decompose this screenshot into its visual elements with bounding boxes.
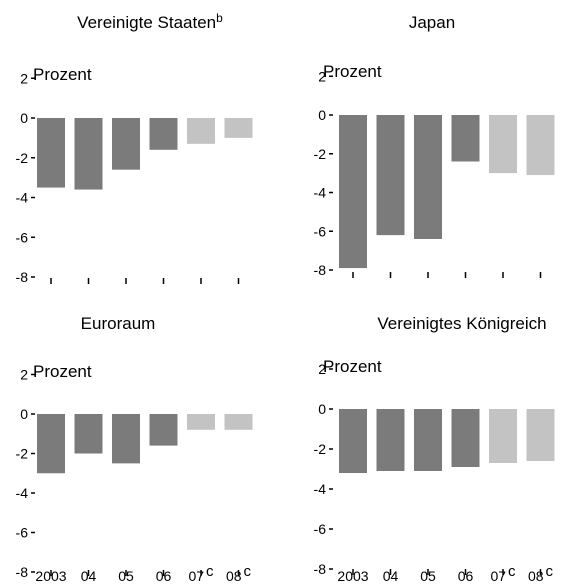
y-tick-label: -4 [16,485,29,501]
chart-title: Japan [409,13,455,32]
bar [339,409,367,473]
chart-title: Vereinigte Staatenb [77,11,223,32]
x-tick-label-text: 05 [420,568,436,583]
y-tick-label: -8 [16,269,29,285]
bar [376,115,405,236]
y-tick-label: -4 [314,185,327,201]
x-tick-label: 04 [81,568,97,583]
bar [489,409,517,463]
bar [451,409,480,467]
y-tick-label: -6 [314,223,327,239]
x-tick-label: 08 c [226,563,252,583]
chart-panel: Vereinigte Staatenb Prozent 2 0 -2 -4 -6 -8 [16,11,253,285]
bar [339,115,367,269]
chart-title: Vereinigtes Königreich [377,314,546,333]
x-tick-label: 07 c [188,563,214,583]
chart-title-footnote: b [216,11,223,25]
x-tick-label: 07 c [490,563,516,583]
y-tick-label: -4 [314,481,327,497]
y-tick-label: 0 [20,406,28,422]
bar [187,414,215,430]
y-tick-label: -2 [16,150,29,166]
bar [414,409,442,471]
chart-title-text: Japan [409,13,455,32]
x-tick-label-text: 2003 [35,568,66,583]
y-tick-label: 0 [318,401,326,417]
bar [149,118,178,150]
chart-title: Euroraum [81,314,156,333]
x-tick-label-text: 2003 [337,568,368,583]
x-tick-label: 04 [383,568,399,583]
bar [112,118,140,170]
y-tick-label: -6 [314,521,327,537]
y-tick-label: 2 [20,367,28,383]
x-tick-label-text: 07 [490,568,506,583]
bar [414,115,442,239]
y-tick-label: 2 [318,361,326,377]
x-tick-label-text: 05 [118,568,134,583]
chart-title-text: Euroraum [81,314,156,333]
bar [37,118,65,188]
y-tick-label: -8 [314,561,327,577]
x-tick-label: 06 [458,568,474,583]
bar [112,414,140,464]
x-tick-label-text: 04 [81,568,97,583]
bar [224,414,253,430]
y-tick-label: 0 [20,110,28,126]
x-tick-label-text: 06 [156,568,172,583]
x-tick-label: 06 [156,568,172,583]
bar [489,115,517,174]
x-tick-label: 08 c [528,563,554,583]
bar [526,115,555,176]
y-axis-label: Prozent [33,362,92,381]
y-tick-label: -2 [314,441,327,457]
y-axis-label: Prozent [33,65,92,84]
x-tick-label: 2003 [35,568,66,583]
bar [149,414,178,446]
y-tick-label: -2 [314,146,327,162]
bar [376,409,405,471]
x-tick-label: 2003 [337,568,368,583]
y-tick-label: 2 [318,68,326,84]
x-tick-footnote: c [244,563,252,580]
x-tick-label-text: 08 [528,568,544,583]
y-tick-label: -8 [16,564,29,580]
y-axis-label: Prozent [323,62,382,81]
x-tick-label-text: 07 [188,568,204,583]
x-tick-label-text: 04 [383,568,399,583]
chart-title-text: Vereinigte Staaten [77,13,216,32]
bar [74,118,103,190]
y-tick-label: -6 [16,525,29,541]
x-tick-label: 05 [118,568,134,583]
x-tick-label-text: 06 [458,568,474,583]
bar [451,115,480,162]
y-tick-label: -4 [16,190,29,206]
x-tick-footnote: c [508,563,516,580]
x-tick-footnote: c [206,563,214,580]
bar [187,118,215,144]
y-tick-label: -6 [16,229,29,245]
y-tick-label: -8 [314,262,327,278]
bar [37,414,65,474]
y-tick-label: 2 [20,70,28,86]
y-tick-label: -2 [16,446,29,462]
chart-title-text: Vereinigtes Königreich [377,314,546,333]
x-tick-label: 05 [420,568,436,583]
x-tick-footnote: c [546,563,554,580]
bar [74,414,103,454]
bar [224,118,253,138]
y-axis-label: Prozent [323,357,382,376]
y-tick-label: 0 [318,107,326,123]
x-tick-label-text: 08 [226,568,242,583]
bar [526,409,555,461]
